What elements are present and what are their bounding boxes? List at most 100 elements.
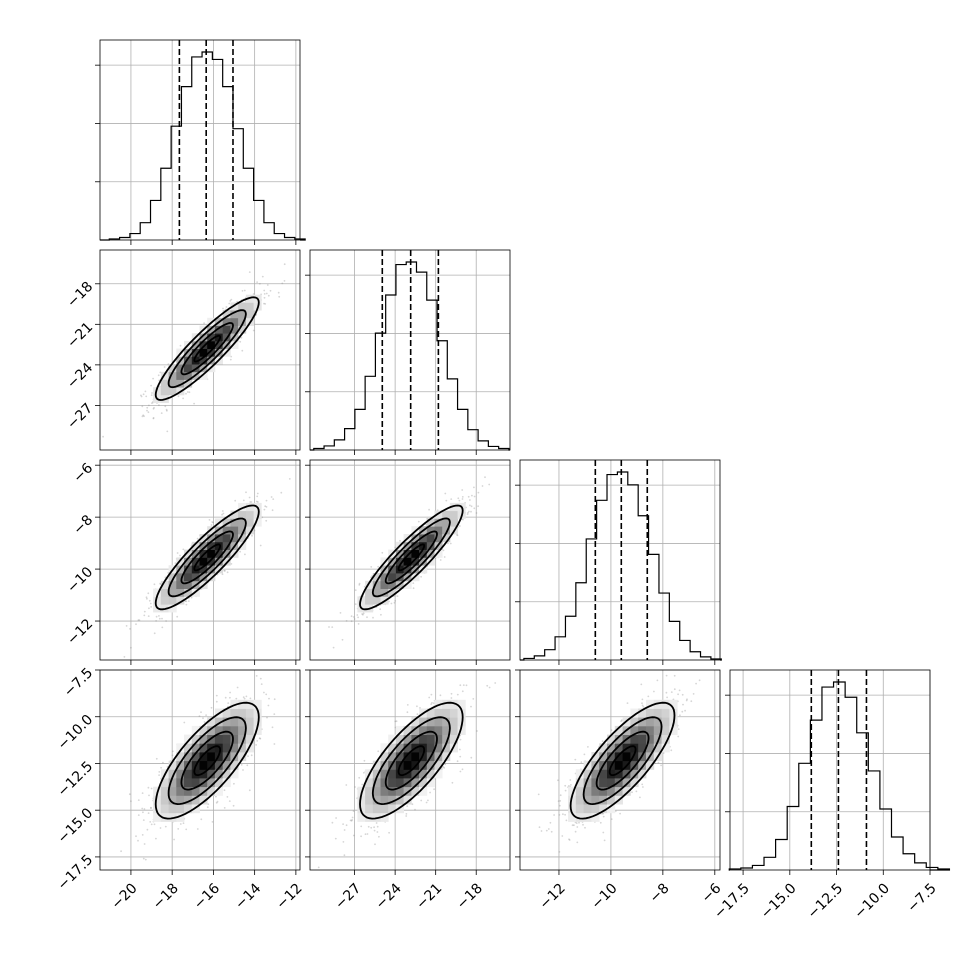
sample-point (179, 823, 182, 825)
sample-point (356, 614, 359, 616)
scatter-panel-3-0 (95, 669, 301, 875)
sample-point (161, 626, 164, 629)
density-cell (199, 333, 208, 342)
sample-point (140, 395, 143, 398)
sample-point (263, 293, 266, 295)
density-cell (245, 502, 254, 512)
density-cell (199, 541, 208, 550)
sample-point (185, 600, 188, 603)
sample-point (247, 755, 249, 758)
density-cell (245, 725, 254, 735)
density-cell (222, 325, 231, 334)
sample-point (171, 750, 174, 753)
density-cell (160, 580, 169, 589)
sample-point (141, 807, 144, 810)
sample-point (123, 656, 126, 658)
sample-point (471, 494, 473, 497)
sample-point (223, 807, 226, 809)
sample-point (165, 620, 168, 622)
density-cell (184, 364, 193, 373)
density-cell (184, 371, 193, 380)
sample-point (235, 697, 238, 700)
sample-point (263, 289, 266, 292)
sample-point (151, 402, 153, 404)
density-cell (199, 565, 208, 574)
sample-point (256, 740, 259, 742)
sample-point (458, 499, 461, 502)
sample-point (263, 296, 266, 299)
sample-point (263, 508, 266, 511)
sample-point (445, 499, 448, 502)
sample-point (374, 843, 376, 846)
sample-point (451, 781, 454, 784)
sample-point (200, 818, 203, 821)
sample-point (358, 582, 361, 585)
sample-point (258, 737, 261, 740)
sample-point (223, 789, 226, 792)
sample-point (342, 841, 345, 843)
density-cell (207, 573, 216, 582)
sample-point (475, 512, 478, 514)
density-cell (199, 340, 208, 349)
sample-point (390, 602, 393, 605)
density-cell (153, 812, 162, 822)
sample-point (211, 821, 214, 823)
density-cell (238, 302, 247, 311)
sample-point (257, 501, 259, 503)
sample-point (375, 822, 378, 824)
sample-point (224, 696, 227, 699)
sample-point (255, 500, 258, 503)
sample-point (159, 582, 162, 585)
sample-point (229, 300, 232, 302)
sample-point (146, 406, 149, 409)
density-cell (191, 565, 200, 574)
sample-point (152, 407, 155, 410)
sample-point (444, 492, 447, 495)
sample-point (263, 302, 265, 305)
sample-point (144, 858, 147, 861)
sample-point (222, 307, 224, 310)
density-cell (199, 371, 208, 380)
density-cell (238, 310, 247, 319)
sample-point (432, 702, 435, 705)
sample-point (245, 491, 247, 494)
sample-point (412, 587, 415, 590)
sample-point (196, 537, 199, 540)
sample-point (182, 822, 185, 825)
density-cell (245, 717, 254, 727)
density-cell (230, 302, 239, 311)
sample-point (427, 799, 429, 802)
sample-point (477, 491, 480, 494)
sample-point (470, 505, 473, 508)
density-cell (214, 565, 223, 574)
sample-point (137, 839, 139, 842)
panel-frame (99, 249, 301, 451)
sample-point (271, 509, 274, 512)
sample-point (145, 596, 148, 599)
sample-point (157, 374, 160, 377)
sample-point (354, 603, 357, 605)
sample-point (188, 391, 191, 394)
sample-point (264, 505, 267, 508)
sample-point (171, 754, 174, 757)
sample-point (155, 837, 157, 840)
sample-point (215, 694, 218, 697)
sample-point (488, 483, 491, 486)
sample-point (439, 559, 442, 561)
density-cell (207, 565, 216, 574)
sample-point (473, 495, 476, 498)
sample-point (430, 703, 433, 705)
sample-point (179, 344, 182, 347)
sample-point (182, 548, 185, 551)
sample-point (212, 521, 215, 524)
sample-point (158, 404, 160, 407)
sample-point (429, 791, 431, 794)
sample-point (151, 392, 153, 394)
sample-point (271, 726, 274, 729)
density-cell (222, 310, 231, 319)
sample-point (288, 478, 291, 480)
sample-point (200, 711, 202, 714)
sample-point (161, 617, 163, 620)
sample-point (339, 612, 342, 614)
density-cell (191, 356, 200, 365)
